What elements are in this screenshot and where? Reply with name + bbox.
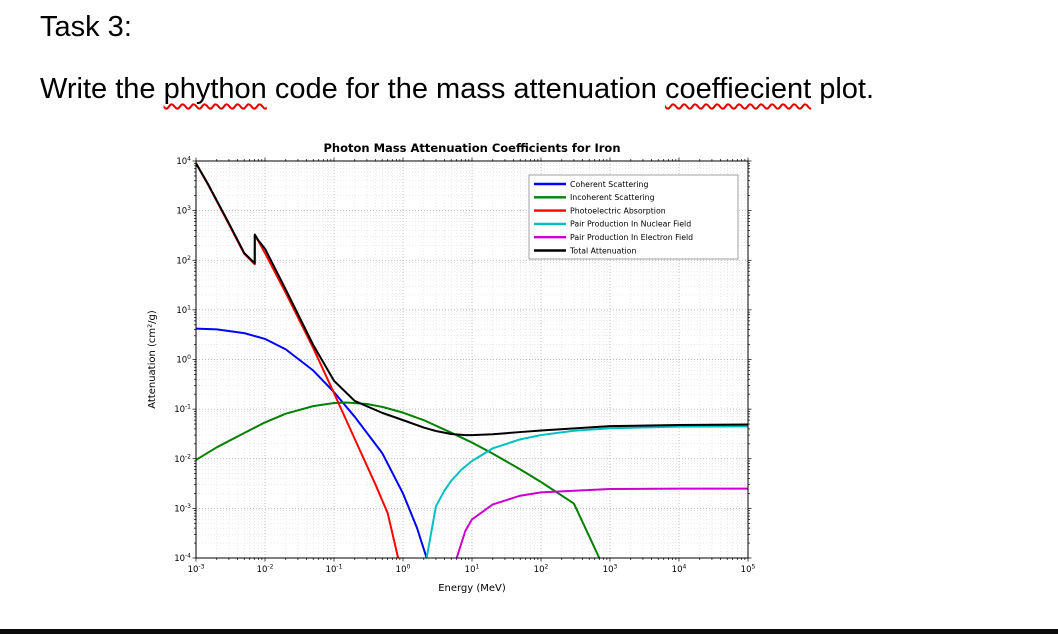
legend-label-pair-electron: Pair Production In Electron Field (570, 233, 693, 242)
misspelled-word-2: coeffiecient (664, 73, 812, 105)
task-instruction: Write the phython code for the mass atte… (40, 72, 874, 107)
tick-label-x-2: 10-2 (257, 564, 274, 576)
series-line-pair-nuclear (425, 425, 748, 558)
y-axis-label: Attenuation (cm²/g) (147, 310, 158, 409)
series-line-incoherent (196, 401, 601, 558)
tick-label-y3: 103 (176, 205, 191, 217)
legend: Coherent Scattering Incoherent Scattering… (528, 174, 739, 260)
series-lines (196, 162, 748, 558)
legend-label-pair-nuclear: Pair Production In Nuclear Field (570, 220, 691, 229)
window-bottom-edge (0, 629, 1058, 634)
legend-label-coherent: Coherent Scattering (570, 180, 648, 189)
legend-label-photoelectric: Photoelectric Absorption (570, 206, 666, 215)
tick-label-y0: 100 (176, 354, 191, 366)
tick-label-x4: 104 (672, 564, 687, 576)
legend-label-incoherent: Incoherent Scattering (570, 193, 655, 202)
legend-label-total: Total Attenuation (569, 246, 636, 255)
series-line-photoelectric (196, 162, 400, 558)
tick-label-y-3: 10-3 (174, 503, 191, 515)
tick-label-x0: 100 (396, 564, 411, 576)
instruction-text-3: plot. (811, 73, 875, 105)
tick-label-y2: 102 (176, 255, 191, 267)
tick-label-x-3: 10-3 (188, 564, 205, 576)
series-line-total (196, 162, 748, 437)
instruction-text-2: code for the mass attenuation (266, 73, 665, 105)
chart-figure: 10-3 10-2 10-1 100 101 102 103 104 105 10-4 10-3 10… (140, 138, 770, 620)
tick-label-y4: 104 (176, 156, 191, 168)
grid-lines (195, 160, 749, 559)
instruction-text-1: Write the (40, 73, 164, 105)
x-axis-label: Energy (MeV) (438, 583, 506, 594)
series-line-pair-electron (455, 487, 748, 558)
tick-label-y1: 101 (176, 304, 191, 316)
tick-label-y-2: 10-2 (174, 453, 191, 465)
attenuation-chart-svg: 10-3 10-2 10-1 100 101 102 103 104 10510-410-310… (147, 141, 756, 594)
tick-label-x1: 101 (465, 564, 480, 576)
legend-box (528, 174, 739, 260)
chart-title: Photon Mass Attenuation Coefficients for… (323, 141, 620, 155)
tick-label-y-1: 10-1 (174, 404, 191, 416)
tick-labels: 10-3 10-2 10-1 100 101 102 103 104 10510-410-310… (174, 156, 755, 576)
tick-label-x3: 103 (603, 564, 618, 576)
misspelled-word-1: phython (163, 73, 267, 105)
series-line-coherent (196, 327, 428, 558)
tick-label-y-4: 10-4 (174, 553, 191, 565)
task-heading: Task 3: (40, 11, 132, 43)
tick-label-x5: 105 (741, 564, 756, 576)
tick-label-x2: 102 (534, 564, 549, 576)
plot-frame (195, 160, 749, 559)
tick-label-x-1: 10-1 (326, 564, 343, 576)
